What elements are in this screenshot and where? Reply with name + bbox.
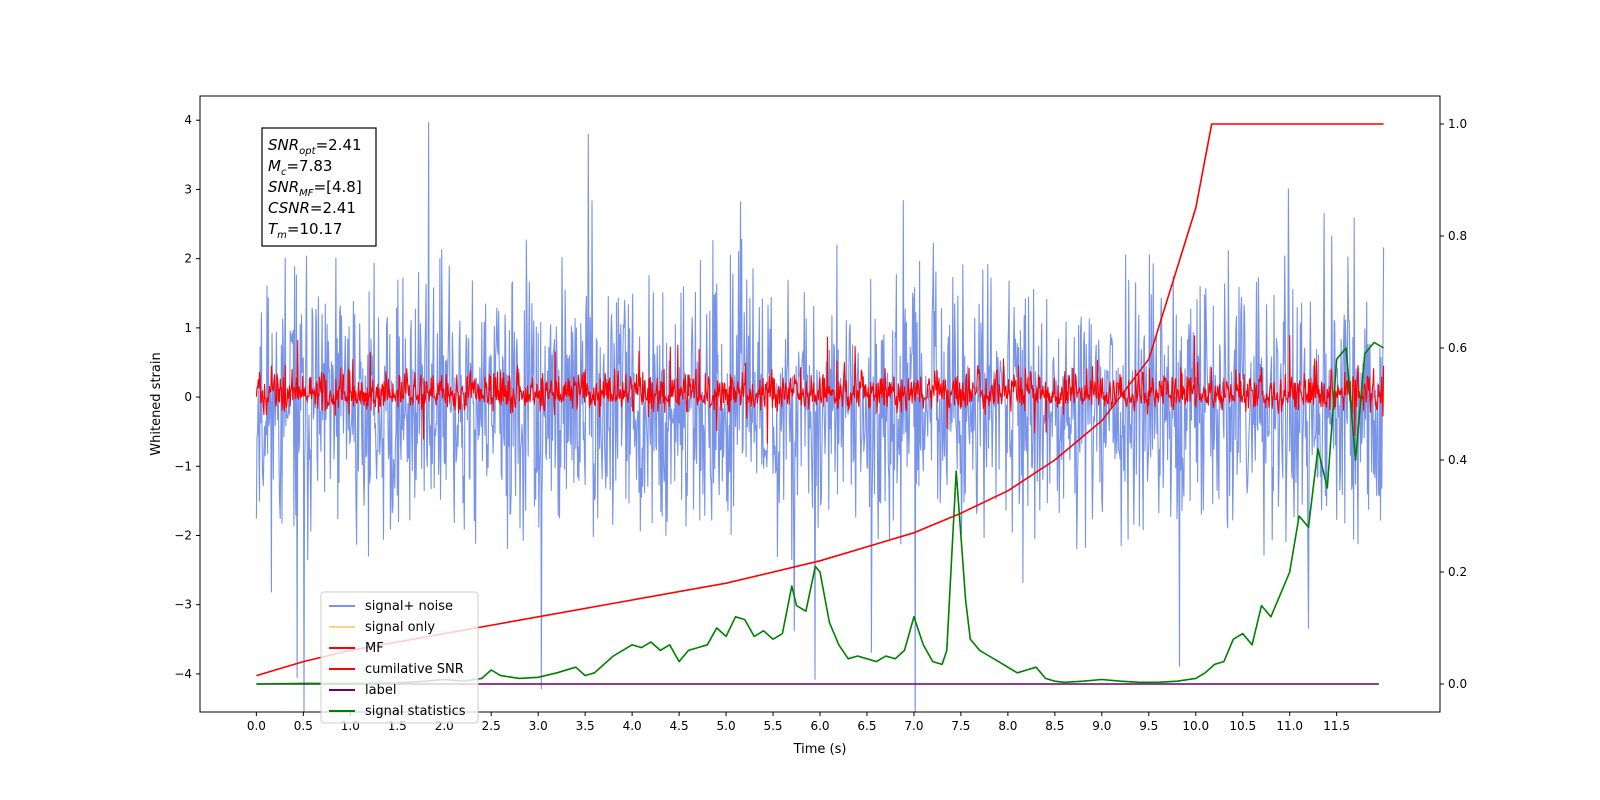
y2-tick-label: 0.8 <box>1448 229 1467 243</box>
x-tick-label: 7.0 <box>904 719 923 733</box>
y-tick-label: 4 <box>184 113 192 127</box>
x-tick-label: 2.5 <box>482 719 501 733</box>
annotation-line: CSNR=2.41 <box>268 199 356 217</box>
y-tick-label: −1 <box>174 459 192 473</box>
x-tick-label: 3.5 <box>576 719 595 733</box>
y-tick-label: −3 <box>174 598 192 612</box>
x-axis: 0.0 0.5 1.0 1.5 2.0 2.5 3.0 3.5 4.0 4.5 5.0 5.5 6.0 6… <box>247 712 1350 733</box>
x-tick-label: 10.5 <box>1229 719 1256 733</box>
y2-tick-label: 0.2 <box>1448 565 1467 579</box>
y2-tick-label: 0.0 <box>1448 677 1467 691</box>
y2-tick-label: 0.4 <box>1448 453 1467 467</box>
legend-label: MF <box>365 641 384 656</box>
x-tick-label: 10.0 <box>1182 719 1209 733</box>
x-tick-label: 3.0 <box>529 719 548 733</box>
y-axis-left: 4 3 2 1 0 −1 −2 −3 −4 <box>174 113 200 681</box>
annotation-line: SNRMF=[4.8] <box>268 178 362 199</box>
y-tick-label: −4 <box>174 667 192 681</box>
x-axis-label: Time (s) <box>793 742 847 757</box>
legend-label: signal only <box>365 620 435 635</box>
y-axis-label: Whitened strain <box>149 352 164 455</box>
x-tick-label: 0.5 <box>294 719 313 733</box>
series-mf-line <box>255 334 1385 444</box>
y2-tick-label: 1.0 <box>1448 117 1467 131</box>
annotation-line: Mc=7.83 <box>268 157 332 178</box>
x-tick-label: 9.0 <box>1092 719 1111 733</box>
legend-label: label <box>365 683 396 698</box>
x-tick-label: 4.5 <box>670 719 689 733</box>
legend-frame <box>320 591 479 724</box>
legend: signal+ noise signal only MF cumilative SNR… <box>320 591 479 724</box>
x-tick-label: 4.0 <box>623 719 642 733</box>
annotation-box-frame <box>261 127 377 247</box>
y-tick-label: 2 <box>184 252 192 266</box>
legend-label: signal+ noise <box>365 599 453 614</box>
x-tick-label: 6.0 <box>810 719 829 733</box>
y-axis-right: 1.0 0.8 0.6 0.4 0.2 0.0 <box>1440 117 1467 691</box>
y-tick-label: 1 <box>184 321 192 335</box>
x-tick-label: 11.5 <box>1323 719 1350 733</box>
y-tick-label: 0 <box>184 390 192 404</box>
x-tick-label: 8.5 <box>1045 719 1064 733</box>
x-tick-label: 11.0 <box>1276 719 1303 733</box>
x-tick-label: 5.0 <box>717 719 736 733</box>
series-signal-statistics-line <box>256 341 1385 685</box>
legend-label: cumilative SNR <box>365 662 464 677</box>
x-tick-label: 0.0 <box>247 719 266 733</box>
legend-label: signal statistics <box>365 704 466 719</box>
x-tick-label: 7.5 <box>951 719 970 733</box>
y-tick-label: −2 <box>174 529 192 543</box>
annotation-line: SNRopt=2.41 <box>268 136 362 157</box>
y2-tick-label: 0.6 <box>1448 341 1467 355</box>
x-tick-label: 5.5 <box>763 719 782 733</box>
annotation-line: Tm=10.17 <box>268 220 342 241</box>
y-tick-label: 3 <box>184 182 192 196</box>
x-tick-label: 8.0 <box>998 719 1017 733</box>
x-tick-label: 9.5 <box>1139 719 1158 733</box>
x-tick-label: 6.5 <box>857 719 876 733</box>
